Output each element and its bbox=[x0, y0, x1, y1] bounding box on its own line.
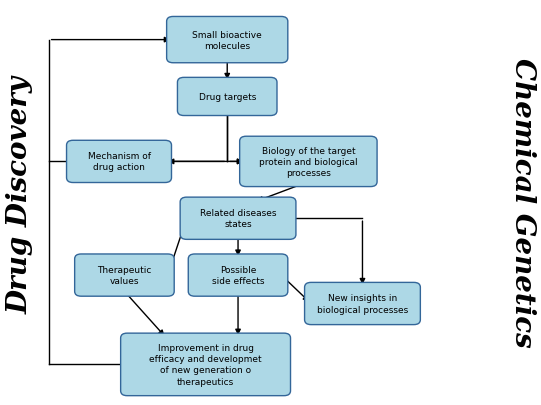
Text: New insights in
biological processes: New insights in biological processes bbox=[317, 294, 408, 314]
Text: Mechanism of
drug action: Mechanism of drug action bbox=[88, 152, 150, 172]
FancyBboxPatch shape bbox=[305, 283, 420, 325]
Text: Small bioactive
molecules: Small bioactive molecules bbox=[193, 30, 262, 51]
Text: Drug targets: Drug targets bbox=[199, 93, 256, 102]
Text: Therapeutic
values: Therapeutic values bbox=[97, 265, 151, 286]
Text: Drug Discovery: Drug Discovery bbox=[7, 76, 34, 313]
Text: Biology of the target
protein and biological
processes: Biology of the target protein and biolog… bbox=[259, 147, 358, 177]
Text: Possible
side effects: Possible side effects bbox=[212, 265, 265, 286]
FancyBboxPatch shape bbox=[167, 17, 288, 64]
FancyBboxPatch shape bbox=[121, 333, 291, 396]
FancyBboxPatch shape bbox=[75, 254, 174, 296]
FancyBboxPatch shape bbox=[180, 198, 296, 240]
Text: Related diseases
states: Related diseases states bbox=[200, 209, 276, 229]
Text: Improvement in drug
efficacy and developmet
of new generation o
therapeutics: Improvement in drug efficacy and develop… bbox=[149, 343, 262, 386]
FancyBboxPatch shape bbox=[177, 78, 277, 116]
FancyBboxPatch shape bbox=[240, 137, 377, 187]
Text: Chemical Genetics: Chemical Genetics bbox=[509, 58, 536, 347]
FancyBboxPatch shape bbox=[67, 141, 171, 183]
FancyBboxPatch shape bbox=[188, 254, 288, 296]
